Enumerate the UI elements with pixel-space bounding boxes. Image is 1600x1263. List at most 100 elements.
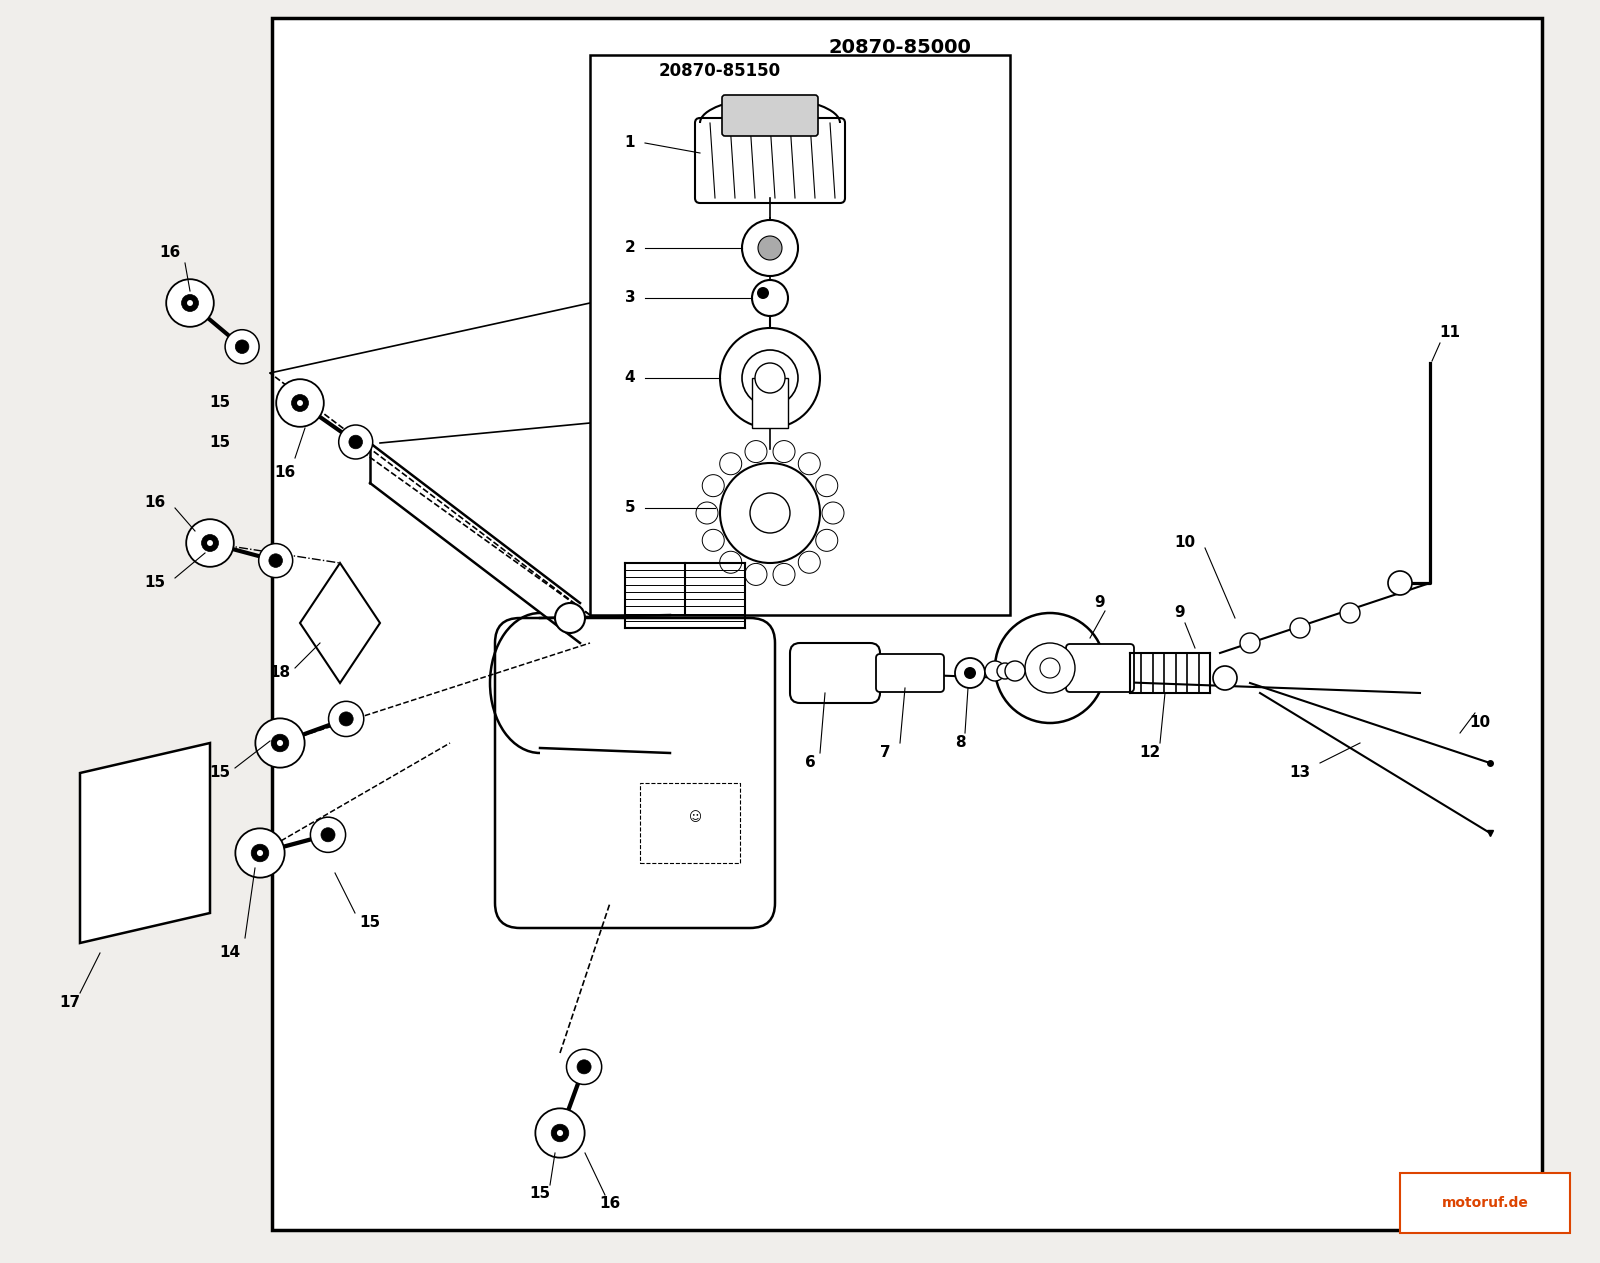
FancyBboxPatch shape xyxy=(790,643,880,703)
Circle shape xyxy=(181,294,198,312)
Circle shape xyxy=(298,400,302,405)
Circle shape xyxy=(322,827,334,842)
Text: 15: 15 xyxy=(530,1186,550,1201)
Circle shape xyxy=(997,663,1013,679)
Circle shape xyxy=(557,1130,563,1137)
Circle shape xyxy=(742,220,798,277)
Text: 6: 6 xyxy=(805,755,816,770)
Circle shape xyxy=(258,850,262,856)
Circle shape xyxy=(1290,618,1310,638)
Circle shape xyxy=(1240,633,1261,653)
Circle shape xyxy=(758,236,782,260)
Circle shape xyxy=(339,712,354,726)
Circle shape xyxy=(235,340,250,354)
Text: 20870-85000: 20870-85000 xyxy=(829,38,971,58)
Text: 20870-85150: 20870-85150 xyxy=(659,62,781,80)
FancyBboxPatch shape xyxy=(494,618,774,928)
Circle shape xyxy=(798,452,821,475)
Circle shape xyxy=(349,436,363,448)
Circle shape xyxy=(1040,658,1059,678)
Text: 12: 12 xyxy=(1139,745,1160,760)
FancyBboxPatch shape xyxy=(752,378,787,428)
Text: 7: 7 xyxy=(880,745,890,760)
Circle shape xyxy=(566,1050,602,1085)
Text: 5: 5 xyxy=(624,500,635,515)
Text: 15: 15 xyxy=(210,395,230,410)
Circle shape xyxy=(746,441,766,462)
FancyBboxPatch shape xyxy=(694,117,845,203)
Text: 11: 11 xyxy=(1440,326,1461,341)
Circle shape xyxy=(757,287,770,299)
Circle shape xyxy=(773,563,795,586)
Circle shape xyxy=(1389,571,1413,595)
FancyBboxPatch shape xyxy=(877,654,944,692)
FancyBboxPatch shape xyxy=(722,95,818,136)
Circle shape xyxy=(277,379,323,427)
Circle shape xyxy=(328,701,363,736)
Text: ☺: ☺ xyxy=(688,812,701,825)
Circle shape xyxy=(995,613,1106,722)
Circle shape xyxy=(555,602,586,633)
Text: 14: 14 xyxy=(219,946,240,960)
Circle shape xyxy=(986,661,1005,681)
Circle shape xyxy=(720,464,819,563)
Text: 9: 9 xyxy=(1094,595,1106,610)
Polygon shape xyxy=(301,563,381,683)
Text: 15: 15 xyxy=(210,436,230,451)
Circle shape xyxy=(720,452,742,475)
Text: 9: 9 xyxy=(1174,605,1186,620)
Circle shape xyxy=(578,1060,590,1074)
Circle shape xyxy=(746,563,766,586)
Text: 16: 16 xyxy=(160,245,181,260)
Circle shape xyxy=(550,1124,570,1142)
Circle shape xyxy=(251,844,269,861)
Circle shape xyxy=(187,301,194,306)
Circle shape xyxy=(270,734,290,751)
Circle shape xyxy=(742,350,798,405)
Circle shape xyxy=(816,475,838,496)
Text: 8: 8 xyxy=(955,735,965,750)
Circle shape xyxy=(720,328,819,428)
Text: 15: 15 xyxy=(360,916,381,931)
Text: 1: 1 xyxy=(624,135,635,150)
FancyBboxPatch shape xyxy=(590,56,1010,615)
Circle shape xyxy=(269,553,283,567)
Circle shape xyxy=(259,543,293,577)
Text: 10: 10 xyxy=(1174,536,1195,551)
Polygon shape xyxy=(80,743,210,943)
Circle shape xyxy=(339,426,373,458)
Text: 16: 16 xyxy=(274,466,296,480)
Circle shape xyxy=(955,658,986,688)
FancyBboxPatch shape xyxy=(1066,644,1134,692)
Text: 16: 16 xyxy=(600,1196,621,1210)
Circle shape xyxy=(750,493,790,533)
Circle shape xyxy=(226,330,259,364)
Circle shape xyxy=(696,501,718,524)
Circle shape xyxy=(202,534,219,552)
Text: 13: 13 xyxy=(1290,765,1310,781)
Circle shape xyxy=(291,394,309,412)
Text: 18: 18 xyxy=(269,666,291,681)
Circle shape xyxy=(1026,643,1075,693)
Circle shape xyxy=(702,529,725,552)
Circle shape xyxy=(702,475,725,496)
Circle shape xyxy=(256,719,304,768)
Circle shape xyxy=(166,279,214,327)
Circle shape xyxy=(1005,661,1026,681)
FancyBboxPatch shape xyxy=(1400,1173,1570,1233)
Text: 16: 16 xyxy=(144,495,166,510)
Circle shape xyxy=(310,817,346,853)
Circle shape xyxy=(720,551,742,573)
Text: 3: 3 xyxy=(624,290,635,306)
Circle shape xyxy=(816,529,838,552)
Text: 15: 15 xyxy=(210,765,230,781)
Circle shape xyxy=(206,541,213,546)
Circle shape xyxy=(773,441,795,462)
Text: motoruf.de: motoruf.de xyxy=(1442,1196,1528,1210)
Circle shape xyxy=(235,829,285,878)
Circle shape xyxy=(1213,666,1237,690)
Circle shape xyxy=(536,1109,584,1158)
Circle shape xyxy=(798,551,821,573)
Text: 4: 4 xyxy=(624,370,635,385)
Text: 10: 10 xyxy=(1469,716,1491,730)
